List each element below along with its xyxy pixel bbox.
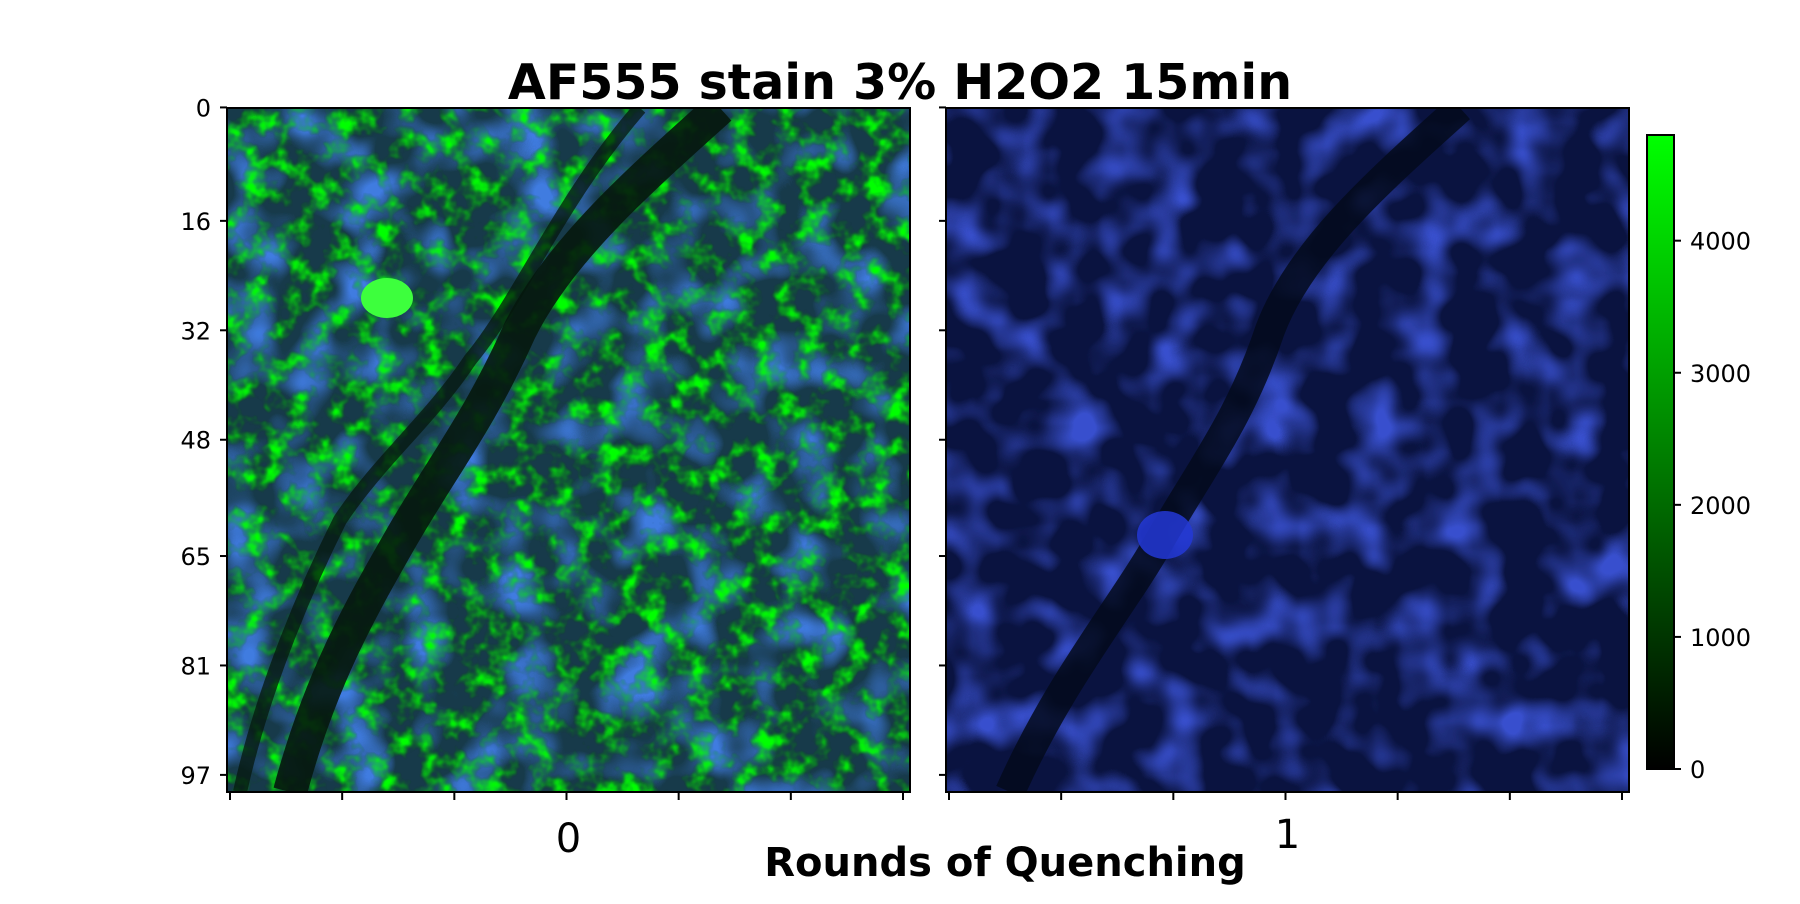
panel-1-bright-nucleus [1137,511,1193,559]
colorbar-tick-label: 4000 [1690,228,1751,256]
colorbar-gradient [1646,134,1675,770]
panel-0-image [227,108,910,792]
y-tick-label: 48 [180,427,211,455]
chart-title: AF555 stain 3% H2O2 15min [507,54,1293,111]
y-tick-label: 97 [180,762,211,790]
panel-label: 1 [1275,812,1300,858]
y-tick-label: 0 [196,94,211,122]
y-tick-label: 32 [180,317,211,345]
panel-0-dark-channel-2 [233,108,646,792]
panel-0-frame [226,107,911,793]
panel-1-dark-channel [996,108,1471,792]
colorbar: 0 1000 2000 3000 4000 [1646,134,1751,784]
colorbar-tick-label: 0 [1690,756,1705,784]
y-tick-label: 81 [180,652,211,680]
panel-label: 0 [556,816,581,862]
panel-1-image [946,108,1629,792]
colorbar-tick-label: 2000 [1690,492,1751,520]
panel-0-dark-channel [273,108,732,792]
colorbar-tick-label: 3000 [1690,360,1751,388]
panel-0-bright-spot [361,278,413,318]
y-tick-label: 16 [180,208,211,236]
colorbar-tick-label: 1000 [1690,624,1751,652]
y-tick-label: 65 [180,543,211,571]
x-axis-label: Rounds of Quenching [764,840,1246,886]
colorbar-ticks: 0 1000 2000 3000 4000 [1674,228,1751,784]
panel-1-frame [945,107,1630,793]
y-axis: 0 16 32 48 65 81 97 [180,94,946,790]
